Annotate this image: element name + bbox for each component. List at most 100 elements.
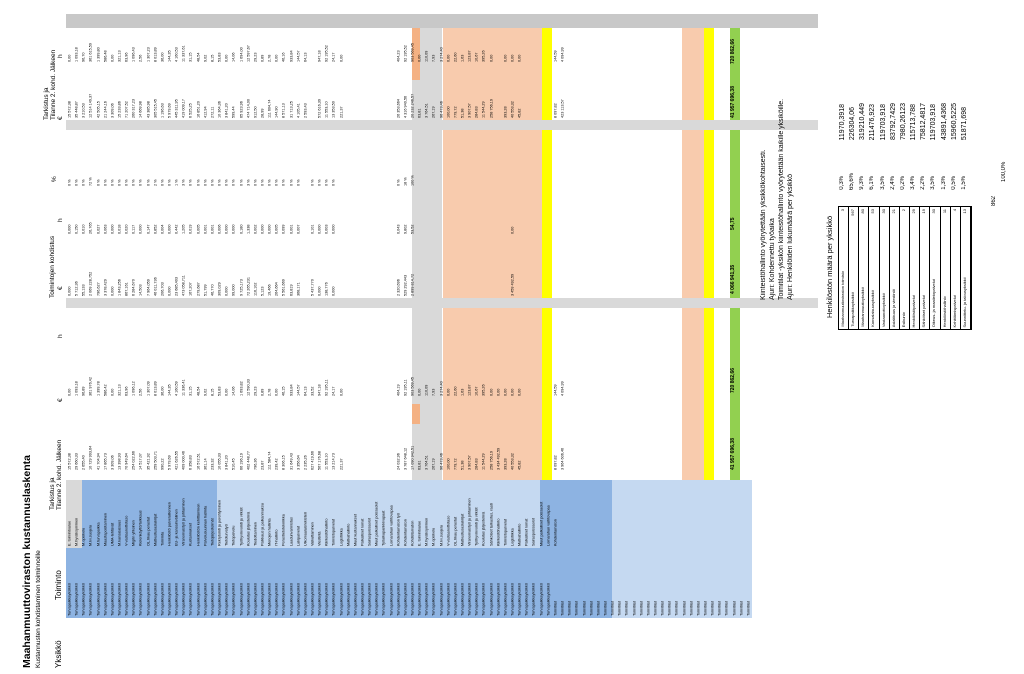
toiminto-rows-cell: Maastapoistaminen bbox=[103, 513, 108, 546]
tomi-eur-cell: 0,000 bbox=[110, 286, 115, 296]
tomi-eur-cell: 46 011,736 bbox=[153, 277, 158, 296]
staff-row-name: Henkilöstöhallinto bbox=[941, 295, 947, 327]
tark1-h-cell bbox=[530, 340, 537, 396]
tomi-eur-cell: 279,687 bbox=[196, 282, 201, 296]
header-tark1-line2: Tilanne 2. kohd. Jälkeen bbox=[56, 439, 63, 510]
yksikko-rows-cell: Turvapaikkayksikkö bbox=[432, 583, 436, 616]
tark2-eur-cell: 96 473,46 bbox=[439, 101, 444, 118]
tark2-h-cell: 1 694,00 bbox=[239, 47, 244, 62]
pct-cell bbox=[302, 150, 309, 186]
yksikko-rows-cell: Toimitilat bbox=[732, 601, 737, 616]
staff-row-pct: 2,4% bbox=[889, 176, 896, 190]
yksikko-rows-cell: Toimitilat bbox=[682, 601, 687, 616]
tark2-eur-cell: 42 505,15 bbox=[96, 101, 101, 118]
tark1-h-cell bbox=[380, 340, 387, 396]
tark2-eur-cell bbox=[495, 64, 502, 118]
tark2-eur-cell: 912,50 bbox=[253, 106, 258, 118]
tomi-h-cell bbox=[480, 188, 487, 234]
staff-row-pct: 6,1% bbox=[869, 176, 876, 190]
tark1-eur-cell: 779,72 bbox=[453, 458, 458, 470]
staff-row-count: 2 bbox=[900, 209, 906, 212]
tark1-h-cell: 9,02 bbox=[203, 388, 208, 396]
tomi-h-cell: 0,000 bbox=[139, 224, 144, 234]
pct-cell: 0 % bbox=[239, 179, 244, 186]
tomi-h-cell bbox=[445, 188, 452, 234]
yksikko-rows-cell: Turvapaikkayksikkö bbox=[453, 583, 458, 616]
yksikko-rows-cell: Toimitilat bbox=[646, 601, 651, 616]
tomi-salmon-section bbox=[443, 130, 543, 298]
tark2-eur-cell bbox=[352, 64, 359, 118]
staff-row-value: 226304,06 bbox=[849, 106, 857, 140]
tomi-eur-cell bbox=[352, 236, 359, 296]
tark2-h-column: 0,00 1 093,18 96,70 361 615,59 1 399,80 586,4… bbox=[66, 28, 752, 62]
yksikko-rows-cell: Turvapaikkayksikkö bbox=[189, 583, 194, 616]
toiminto-col-bg-toimitilat bbox=[612, 480, 752, 548]
tark2-eur-cell: 26 353,664 bbox=[396, 98, 401, 118]
tark1-h-cell: 14,06 bbox=[231, 386, 236, 396]
tark1-eur-cell bbox=[352, 400, 359, 470]
toiminto-rows-cell: Palkkaus ja palkanmaksu bbox=[260, 503, 265, 546]
tomi-h-cell: 0,007 bbox=[296, 224, 301, 234]
tark2-eur-cell: 2 593,43 bbox=[303, 103, 308, 118]
tark2-h-cell: 8 013,89 bbox=[153, 47, 158, 62]
staff-row-value: 43891,4368 bbox=[940, 103, 948, 140]
tomi-yellow-bottom bbox=[704, 130, 714, 298]
tomi-h-cell: 0,000 bbox=[231, 224, 236, 234]
toiminto-rows-cell: Kielenkäyttö/tulkkaus bbox=[139, 510, 144, 546]
tark2-yellow-row bbox=[542, 28, 552, 120]
yksikko-rows-cell: Toimitilat bbox=[739, 601, 744, 616]
staff-row-pct: 9,3% bbox=[859, 176, 866, 190]
tark2-h-cell: 12 597,67 bbox=[246, 45, 251, 62]
tark2-h-cell: 0,00 bbox=[339, 54, 344, 62]
tark2-eur-cell bbox=[388, 64, 395, 118]
tomi-salmon-bottom bbox=[682, 130, 704, 298]
tark1-h-cell: 361 976,42 bbox=[89, 376, 93, 396]
tark2-h-cell: 8,15 bbox=[210, 54, 215, 62]
tark2-eur-cell: 16 851,20 bbox=[196, 101, 201, 118]
tomi-eur-cell: 796,627 bbox=[96, 282, 101, 296]
tomi-h-cell: 1,338 bbox=[246, 224, 251, 234]
staff-row-count: 567 bbox=[850, 209, 856, 216]
top-header-band-2 bbox=[66, 120, 818, 130]
tark1-eur-cell bbox=[530, 400, 537, 470]
tark1-eur-cell bbox=[345, 400, 352, 470]
tark2-salmon-bottom bbox=[682, 28, 704, 120]
tark2-h-cell bbox=[388, 28, 395, 62]
tark1-eur-cell bbox=[595, 400, 602, 470]
pct-cell: 0 % bbox=[231, 179, 236, 186]
tomi-eur-cell bbox=[388, 236, 395, 296]
yksikko-rows-cell: Turvapaikkayksikkö bbox=[246, 583, 251, 616]
tark2-eur-cell: 13 353,50 bbox=[331, 101, 336, 118]
staff-row-name: Sähköiset palvelut bbox=[921, 294, 927, 327]
tomi-h-cell bbox=[502, 188, 509, 234]
tark1-eur-cell: 267,19 bbox=[432, 458, 436, 470]
tark2-h-cell: 1 399,80 bbox=[96, 47, 101, 62]
pct-cell bbox=[488, 150, 495, 186]
pct-cell: 0 % bbox=[396, 179, 401, 186]
tark1-eur-cell: 96 473,46 bbox=[439, 453, 444, 470]
tark1-h-cell: 0,00 bbox=[446, 388, 451, 396]
tark1-h-cell bbox=[388, 340, 395, 396]
tomi-h-cell bbox=[430, 188, 437, 234]
tark2-eur-cell bbox=[380, 64, 387, 118]
tark1-eur-cell: 233,32 bbox=[210, 458, 215, 470]
tark1-eur-cell: 8 306,15 bbox=[281, 455, 286, 470]
tomi-h-cell: 0,001 bbox=[289, 224, 294, 234]
staff-row-name: Maahanmuuttoyksikkö bbox=[860, 287, 866, 327]
staff-row-pct: 0,2% bbox=[899, 176, 906, 190]
toiminto-rows-cell: M.turvapaikka bbox=[96, 522, 101, 546]
staff-row-value: 115713,788 bbox=[910, 103, 918, 140]
tark2-eur-cell bbox=[545, 64, 552, 118]
tark1-eur-cell: 258 756,19 bbox=[489, 450, 494, 470]
tark1-h-cell bbox=[581, 340, 588, 396]
tark2-h-cell: 0,00 bbox=[110, 54, 115, 62]
yksikko-rows-cell: Turvapaikkayksikkö bbox=[539, 583, 544, 616]
pct-cell: 0 % bbox=[203, 179, 208, 186]
tomi-h-cell bbox=[595, 188, 602, 234]
tomi-eur-cell: 2 320,696 bbox=[396, 279, 401, 296]
tark1-eur-cell: 66 196,19 bbox=[239, 453, 244, 470]
tomi-eur-cell: 167,207 bbox=[189, 282, 194, 296]
tark1-gray-section bbox=[412, 308, 442, 480]
pct-cell: 0 % bbox=[289, 179, 294, 186]
tark1-h-cell: 1 307,09 bbox=[146, 381, 151, 396]
